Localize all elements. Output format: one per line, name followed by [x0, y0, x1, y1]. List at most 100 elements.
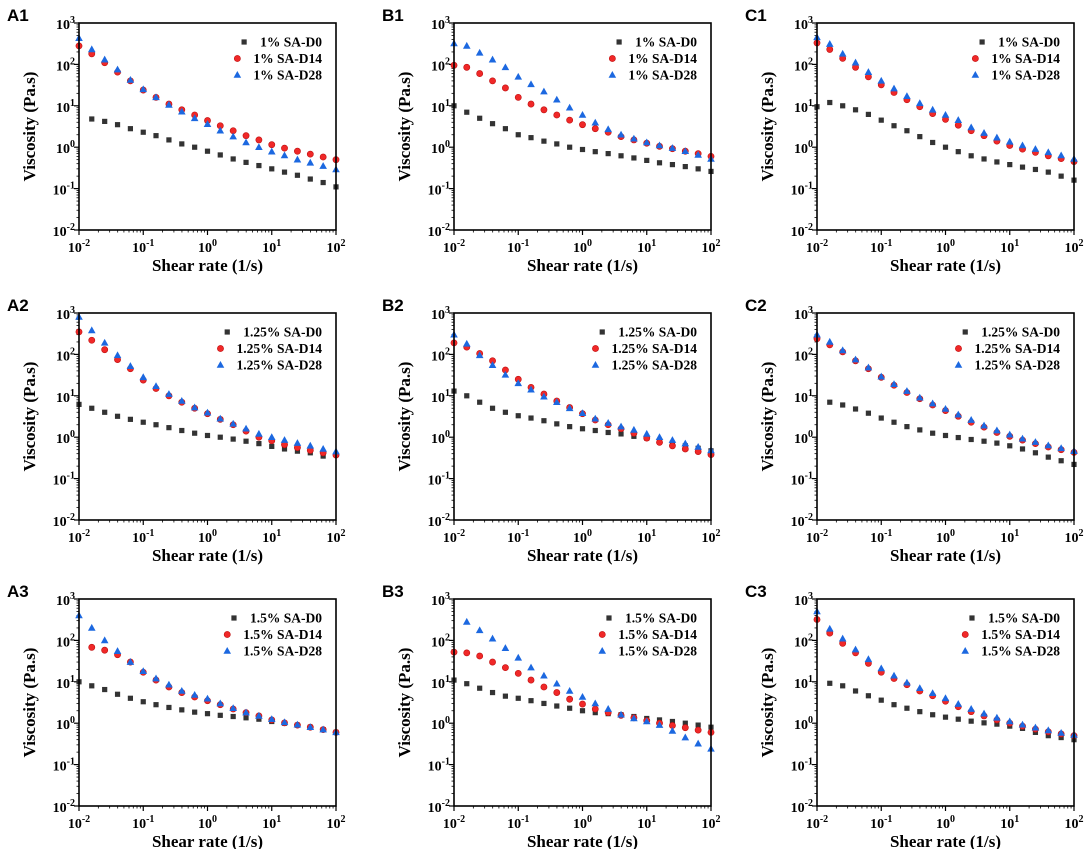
data-point	[954, 410, 963, 418]
data-point	[87, 326, 96, 334]
data-point	[668, 726, 677, 734]
data-point	[827, 680, 833, 686]
data-point	[954, 116, 963, 123]
data-point	[891, 419, 897, 425]
series-1-25-sa-d0	[827, 399, 1077, 468]
legend-label: 1.25% SA-D28	[611, 358, 697, 373]
data-point	[917, 427, 923, 433]
panel-a1: A1 10-2 10-1 100 101 102 10-2 10-1 100 101 102 103 S…	[7, 6, 346, 275]
legend-marker	[979, 39, 985, 45]
series-1-25-sa-d0	[76, 401, 326, 459]
legend-marker	[969, 615, 975, 621]
data-point	[1058, 173, 1064, 179]
legend-marker	[592, 345, 599, 352]
data-point	[540, 106, 548, 114]
data-point	[630, 714, 638, 722]
data-point	[865, 410, 872, 416]
data-point	[294, 147, 301, 155]
legend-marker	[241, 39, 247, 45]
x-tick-label: 10-1	[870, 814, 892, 832]
data-point	[592, 427, 598, 434]
y-tick-label: 101	[431, 388, 450, 406]
x-tick-label: 10-1	[132, 528, 154, 546]
data-point	[877, 372, 886, 380]
data-point	[502, 126, 509, 132]
data-point	[515, 132, 521, 138]
data-point	[203, 408, 212, 416]
data-point	[489, 121, 496, 127]
data-point	[967, 123, 975, 131]
x-axis-label: Shear rate (1/s)	[527, 832, 638, 849]
y-axis-label: Viscosity (Pa.s)	[758, 648, 777, 758]
data-point	[1007, 161, 1013, 168]
data-point	[165, 390, 173, 397]
data-point	[462, 41, 471, 49]
y-tick-label: 101	[431, 674, 450, 692]
data-point	[604, 705, 612, 712]
panel-b3: B3 10-2 10-1 100 101 102 10-2 10-1 100 101 102 103 S…	[382, 582, 721, 849]
data-point	[567, 144, 573, 150]
data-point	[268, 141, 276, 149]
x-axis-label: Shear rate (1/s)	[890, 546, 1001, 565]
y-tick-label: 102	[56, 346, 75, 364]
data-point	[604, 419, 612, 426]
data-point	[840, 683, 846, 689]
data-point	[463, 63, 471, 71]
x-tick-label: 10-2	[806, 238, 828, 256]
y-tick-label: 100	[56, 429, 75, 447]
plot-frame	[453, 22, 712, 231]
data-point	[865, 693, 872, 699]
data-point	[477, 399, 483, 405]
data-point	[851, 645, 860, 653]
data-point	[139, 667, 148, 675]
data-point	[604, 125, 612, 133]
x-tick-label: 10-2	[806, 814, 828, 832]
data-point	[553, 111, 561, 119]
data-point	[153, 422, 159, 428]
data-point	[514, 379, 523, 387]
data-point	[306, 158, 315, 166]
data-point	[579, 426, 586, 432]
x-tick-label: 10-1	[507, 528, 529, 546]
data-point	[255, 711, 263, 719]
data-point	[566, 116, 574, 124]
plot-frame	[78, 598, 337, 807]
legend-label: 1.5% SA-D14	[981, 627, 1060, 642]
data-point	[502, 409, 509, 415]
data-point	[941, 694, 950, 702]
series-1-25-sa-d28	[75, 313, 340, 455]
plot-frame	[816, 22, 1075, 231]
y-tick-label: 10-1	[428, 471, 450, 489]
plot-frame	[78, 312, 337, 521]
data-point	[293, 155, 302, 163]
data-point	[540, 671, 548, 679]
data-point	[954, 700, 963, 707]
data-point	[540, 87, 548, 95]
data-point	[915, 393, 924, 401]
data-point	[904, 128, 910, 134]
legend-marker	[223, 647, 232, 654]
data-point	[605, 151, 611, 157]
y-tick-label: 10-1	[791, 181, 813, 199]
y-axis-label: Viscosity (Pa.s)	[395, 362, 414, 472]
legend-label: 1.25% SA-D0	[618, 325, 697, 340]
data-point	[567, 424, 573, 430]
data-point	[566, 695, 574, 703]
data-point	[190, 114, 199, 122]
data-point	[655, 433, 664, 440]
data-point	[993, 426, 1001, 434]
x-tick-label: 101	[262, 238, 281, 256]
data-point	[631, 155, 637, 161]
legend-label: 1% SA-D0	[635, 35, 697, 50]
legend-marker	[223, 631, 231, 638]
data-point	[1031, 723, 1040, 731]
data-point	[230, 713, 236, 720]
data-point	[955, 434, 961, 441]
x-axis-label: Shear rate (1/s)	[527, 546, 638, 565]
data-point	[477, 115, 483, 121]
data-point	[152, 382, 160, 390]
legend-label: 1.5% SA-D28	[981, 644, 1060, 659]
x-axis-label: Shear rate (1/s)	[152, 546, 263, 565]
legend-marker	[599, 329, 605, 335]
panel-b1: B1 10-2 10-1 100 101 102 10-2 10-1 100 101 102 103 S…	[382, 6, 721, 275]
